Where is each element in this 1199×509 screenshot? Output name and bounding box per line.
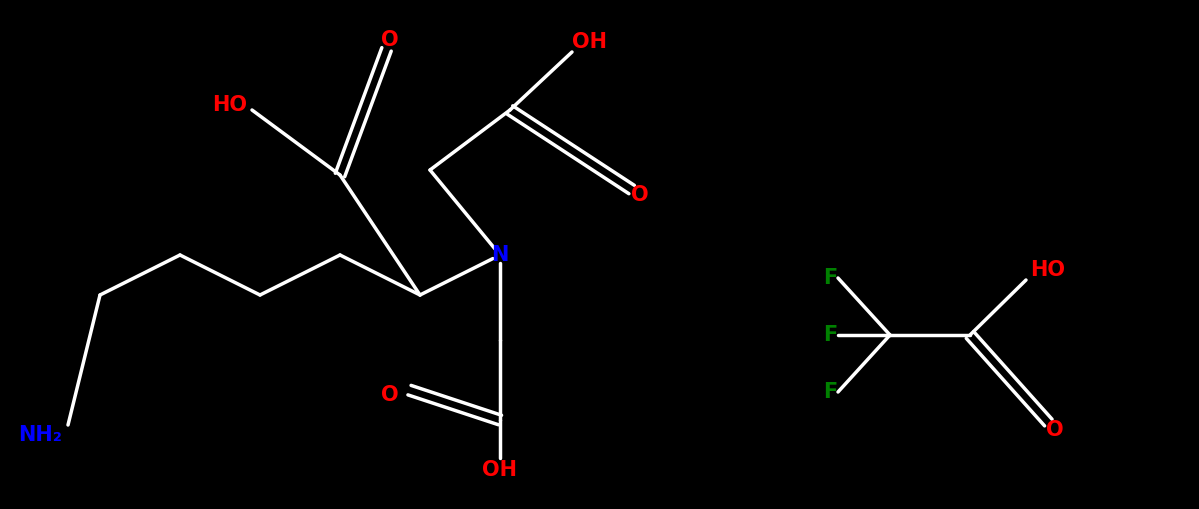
Text: O: O [381, 385, 399, 405]
Text: F: F [823, 268, 837, 288]
Text: NH₂: NH₂ [18, 425, 62, 445]
Text: F: F [823, 325, 837, 345]
Text: OH: OH [572, 32, 608, 52]
Text: O: O [1047, 420, 1064, 440]
Text: OH: OH [482, 460, 518, 480]
Text: F: F [823, 382, 837, 402]
Text: HO: HO [212, 95, 247, 115]
Text: O: O [381, 30, 399, 50]
Text: HO: HO [1030, 260, 1066, 280]
Text: N: N [492, 245, 508, 265]
Text: O: O [631, 185, 649, 205]
